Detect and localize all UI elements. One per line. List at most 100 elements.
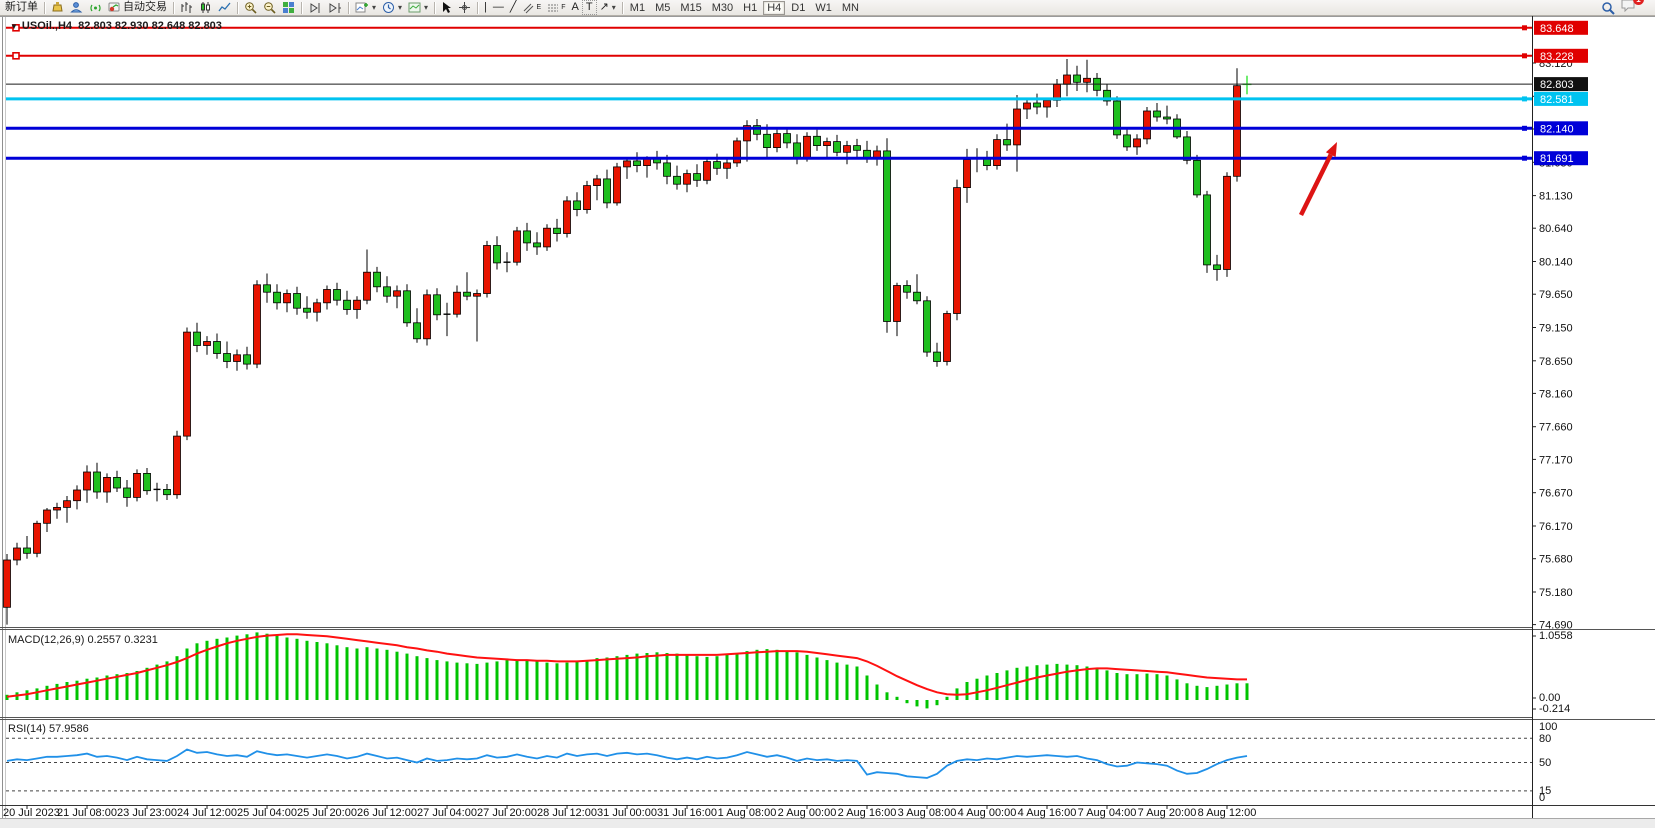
text-label-tool[interactable]: T — [581, 0, 597, 15]
styles-bucket-icon[interactable] — [48, 0, 67, 15]
macd-bar — [725, 654, 729, 700]
candle-body — [363, 271, 371, 301]
candle-body — [393, 290, 401, 297]
price-tick-label: 76.670 — [1539, 488, 1573, 500]
candle-body — [283, 293, 291, 304]
candle-body — [853, 145, 861, 151]
candle-body — [73, 489, 81, 502]
crosshair-icon[interactable] — [455, 0, 474, 15]
macd-bar — [155, 664, 159, 700]
candle-body — [1193, 159, 1201, 196]
macd-bar — [995, 673, 999, 700]
candle-body — [223, 353, 231, 362]
line-chart-type-icon[interactable] — [215, 0, 234, 15]
timeframe-m5-button[interactable]: M5 — [651, 1, 674, 15]
indicators-icon[interactable]: ▾ — [352, 0, 379, 15]
macd-bar — [1075, 665, 1079, 700]
timeframe-m30-button[interactable]: M30 — [708, 1, 737, 15]
channel-tool[interactable]: E — [520, 0, 545, 15]
profile-icon[interactable] — [67, 0, 86, 15]
candle-body — [763, 133, 771, 149]
macd-bar — [535, 661, 539, 700]
macd-bar — [495, 661, 499, 700]
arrows-tool[interactable]: ↗ ▾ — [597, 0, 619, 15]
price-badge-82.581: 82.581 — [1540, 94, 1574, 106]
candlestick-type-icon[interactable] — [196, 0, 215, 15]
timeframe-h4-button[interactable]: H4 — [763, 0, 786, 15]
macd-bar — [195, 643, 199, 700]
macd-bar — [285, 637, 289, 700]
chart-shift-icon[interactable] — [325, 0, 345, 15]
macd-bar — [295, 638, 299, 700]
cursor-icon[interactable] — [438, 0, 455, 15]
candle-body — [193, 331, 201, 346]
candle-body — [413, 322, 421, 340]
macd-bar — [405, 653, 409, 700]
macd-bar — [135, 671, 139, 700]
periods-clock-icon[interactable]: ▾ — [379, 0, 405, 15]
timeframe-m1-button[interactable]: M1 — [626, 1, 649, 15]
zoom-out-icon[interactable] — [260, 0, 279, 15]
auto-scroll-icon[interactable] — [305, 0, 325, 15]
macd-bar — [1135, 674, 1139, 700]
time-tick-label: 1 Aug 08:00 — [718, 807, 777, 819]
candle-body — [1043, 99, 1051, 108]
price-axis[interactable]: 83.12082.62082.13081.63081.13080.64080.1… — [1532, 58, 1573, 632]
macd-bar — [345, 647, 349, 700]
arrow-annotation[interactable] — [1298, 142, 1337, 216]
macd-bar — [385, 649, 389, 700]
macd-bar — [775, 649, 779, 700]
text-tool[interactable]: A — [568, 0, 581, 15]
signals-icon[interactable] — [86, 0, 105, 15]
macd-bar — [545, 662, 549, 700]
macd-bar — [1065, 664, 1069, 700]
arrow-glyph: ↗ — [599, 1, 609, 13]
macd-bar — [1125, 674, 1129, 700]
horizontal-line-tool[interactable]: — — [490, 0, 507, 15]
candle-body — [423, 294, 431, 340]
candle-body — [773, 133, 781, 149]
timeframe-h1-button[interactable]: H1 — [739, 1, 761, 15]
timeframe-mn-button[interactable]: MN — [838, 1, 863, 15]
candle-body — [43, 509, 51, 524]
macd-bar — [335, 645, 339, 700]
candle-body — [1083, 77, 1091, 83]
tile-windows-icon[interactable] — [279, 0, 298, 15]
candle-body — [1063, 74, 1071, 85]
candle-body — [603, 178, 611, 204]
candle-body — [213, 341, 221, 354]
zoom-in-icon[interactable] — [241, 0, 260, 15]
time-tick-label: 27 Jul 04:00 — [417, 807, 477, 819]
macd-bar — [745, 651, 749, 700]
timeframe-w1-button[interactable]: W1 — [811, 1, 836, 15]
candle-body — [1003, 139, 1011, 146]
price-tick-label: 74.690 — [1539, 620, 1573, 632]
level-lines[interactable] — [6, 23, 1532, 161]
macd-bar — [425, 658, 429, 700]
candle-body — [583, 185, 591, 211]
fibonacci-tool[interactable]: F — [544, 0, 568, 15]
price-tick-label: 78.160 — [1539, 388, 1573, 400]
svg-text:1.0558: 1.0558 — [1539, 630, 1573, 642]
time-tick-label: 31 Jul 16:00 — [657, 807, 717, 819]
autotrading-button[interactable]: 自动交易 — [105, 0, 170, 15]
new-order-button[interactable]: 新订单 — [2, 0, 41, 15]
candle-body — [893, 285, 901, 322]
search-icon[interactable] — [1598, 0, 1618, 15]
macd-bar — [835, 662, 839, 700]
macd-bar — [675, 653, 679, 700]
bar-chart-type-icon[interactable] — [177, 0, 196, 15]
templates-icon[interactable]: ▾ — [405, 0, 431, 15]
vertical-line-tool[interactable]: | — [481, 0, 490, 15]
macd-bar — [1225, 684, 1229, 700]
trendline-tool[interactable]: ╱ — [507, 0, 520, 15]
toolbar-separator — [44, 1, 45, 14]
macd-bar — [35, 688, 39, 700]
timeframe-m15-button[interactable]: M15 — [676, 1, 705, 15]
time-tick-label: 21 Jul 08:00 — [57, 807, 117, 819]
timeframe-d1-button[interactable]: D1 — [787, 1, 809, 15]
svg-text:80: 80 — [1539, 733, 1551, 745]
